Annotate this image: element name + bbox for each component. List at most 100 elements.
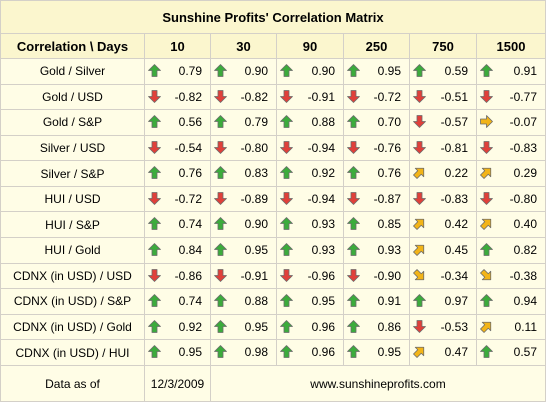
correlation-value: 0.74: [178, 217, 202, 232]
correlation-value: 0.59: [444, 64, 468, 78]
correlation-value: -0.54: [174, 140, 202, 155]
arrow-up-icon: [214, 319, 227, 333]
correlation-value: -0.51: [440, 89, 468, 104]
correlation-value: -0.72: [174, 191, 202, 206]
correlation-value: 0.42: [444, 217, 468, 232]
correlation-cell: -0.82: [144, 83, 211, 111]
correlation-cell: 0.59: [409, 58, 477, 85]
arrow-down-right-icon: [413, 268, 425, 280]
correlation-cell: 0.45: [409, 237, 477, 264]
arrow-up-icon: [347, 345, 360, 359]
correlation-value: 0.90: [244, 64, 268, 78]
arrow-up-icon: [280, 345, 293, 359]
arrow-up-icon: [214, 64, 227, 77]
correlation-cell: -0.86: [144, 262, 211, 290]
arrow-up-icon: [280, 64, 293, 77]
correlation-cell: 0.86: [343, 313, 410, 341]
correlation-cell: 0.57: [476, 339, 546, 366]
arrow-up-icon: [280, 217, 293, 231]
correlation-value: 0.93: [311, 217, 335, 232]
arrow-down-icon: [148, 89, 161, 103]
correlation-value: 0.93: [311, 243, 335, 258]
arrow-up-icon: [148, 166, 161, 180]
correlation-value: 0.92: [178, 319, 202, 334]
arrow-up-icon: [347, 115, 360, 129]
arrow-down-icon: [480, 191, 493, 205]
arrow-down-icon: [280, 268, 293, 282]
correlation-value: 0.94: [513, 294, 537, 309]
correlation-cell: -0.87: [343, 185, 410, 213]
correlation-value: 0.95: [311, 294, 335, 309]
arrow-down-icon: [413, 319, 426, 333]
table-row: Silver / USD -0.54 -0.80 -0.94 -0.76 -0.81 -0.…: [0, 134, 546, 162]
arrow-up-icon: [413, 294, 426, 308]
correlation-value: -0.57: [440, 115, 468, 130]
correlation-value: 0.11: [514, 319, 537, 334]
correlation-value: -0.90: [373, 268, 401, 283]
correlation-cell: 0.76: [144, 160, 211, 187]
correlation-value: 0.76: [377, 166, 401, 181]
correlation-cell: 0.76: [343, 160, 410, 187]
correlation-cell: 0.88: [276, 109, 344, 136]
pair-label: CDNX (in USD) / Gold: [0, 313, 145, 341]
table-row: HUI / S&P 0.74 0.90 0.93 0.85 0.42 0.40: [0, 211, 546, 239]
correlation-cell: -0.94: [276, 134, 344, 162]
arrow-up-icon: [347, 64, 360, 77]
correlation-cell: -0.80: [210, 134, 277, 162]
correlation-value: 0.88: [244, 294, 268, 309]
header-row: Correlation \ Days 10 30 90 250 750 1500: [0, 33, 546, 59]
arrow-up-right-icon: [480, 168, 492, 180]
correlation-cell: -0.77: [476, 83, 546, 111]
title-row: Sunshine Profits' Correlation Matrix: [0, 0, 546, 34]
arrow-down-icon: [413, 140, 426, 154]
pair-label: CDNX (in USD) / HUI: [0, 339, 145, 366]
table-row: CDNX (in USD) / Gold 0.92 0.95 0.96 0.86 -0.5…: [0, 313, 546, 341]
arrow-down-icon: [214, 140, 227, 154]
correlation-cell: 0.90: [210, 58, 277, 85]
arrow-up-icon: [347, 217, 360, 231]
correlation-cell: -0.91: [210, 262, 277, 290]
matrix-title: Sunshine Profits' Correlation Matrix: [0, 0, 546, 34]
column-header-30: 30: [210, 33, 277, 59]
correlation-cell: 0.93: [276, 211, 344, 239]
correlation-cell: 0.92: [144, 313, 211, 341]
arrow-up-icon: [347, 243, 360, 256]
arrow-up-icon: [480, 64, 493, 77]
correlation-cell: 0.42: [409, 211, 477, 239]
table-row: HUI / USD -0.72 -0.89 -0.94 -0.87 -0.83 -0.80: [0, 185, 546, 213]
arrow-up-icon: [148, 345, 161, 359]
arrow-down-icon: [480, 140, 493, 154]
correlation-value: -0.81: [440, 140, 468, 155]
arrow-up-icon: [280, 319, 293, 333]
arrow-up-icon: [214, 217, 227, 231]
arrow-up-right-icon: [413, 219, 425, 231]
correlation-value: -0.72: [373, 89, 401, 104]
column-header-250: 250: [343, 33, 410, 59]
footer-date: 12/3/2009: [144, 365, 211, 402]
correlation-cell: -0.94: [276, 185, 344, 213]
correlation-cell: -0.90: [343, 262, 410, 290]
correlation-cell: 0.95: [343, 58, 410, 85]
correlation-cell: -0.34: [409, 262, 477, 290]
correlation-cell: -0.53: [409, 313, 477, 341]
correlation-value: -0.82: [174, 89, 202, 104]
correlation-cell: 0.95: [144, 339, 211, 366]
correlation-value: 0.90: [244, 217, 268, 232]
correlation-value: -0.34: [440, 268, 468, 283]
arrow-right-icon: [480, 115, 493, 129]
arrow-up-right-icon: [413, 168, 425, 180]
correlation-cell: 0.93: [343, 237, 410, 264]
arrow-down-icon: [214, 89, 227, 103]
correlation-value: -0.96: [307, 268, 335, 283]
correlation-cell: -0.57: [409, 109, 477, 136]
correlation-value: 0.76: [178, 166, 202, 181]
arrow-down-icon: [280, 140, 293, 154]
correlation-cell: 0.82: [476, 237, 546, 264]
correlation-value: 0.56: [178, 115, 202, 130]
correlation-value: -0.91: [240, 268, 268, 283]
arrow-down-icon: [413, 115, 426, 129]
arrow-down-icon: [347, 89, 360, 103]
correlation-value: 0.95: [178, 345, 202, 360]
correlation-cell: -0.82: [210, 83, 277, 111]
